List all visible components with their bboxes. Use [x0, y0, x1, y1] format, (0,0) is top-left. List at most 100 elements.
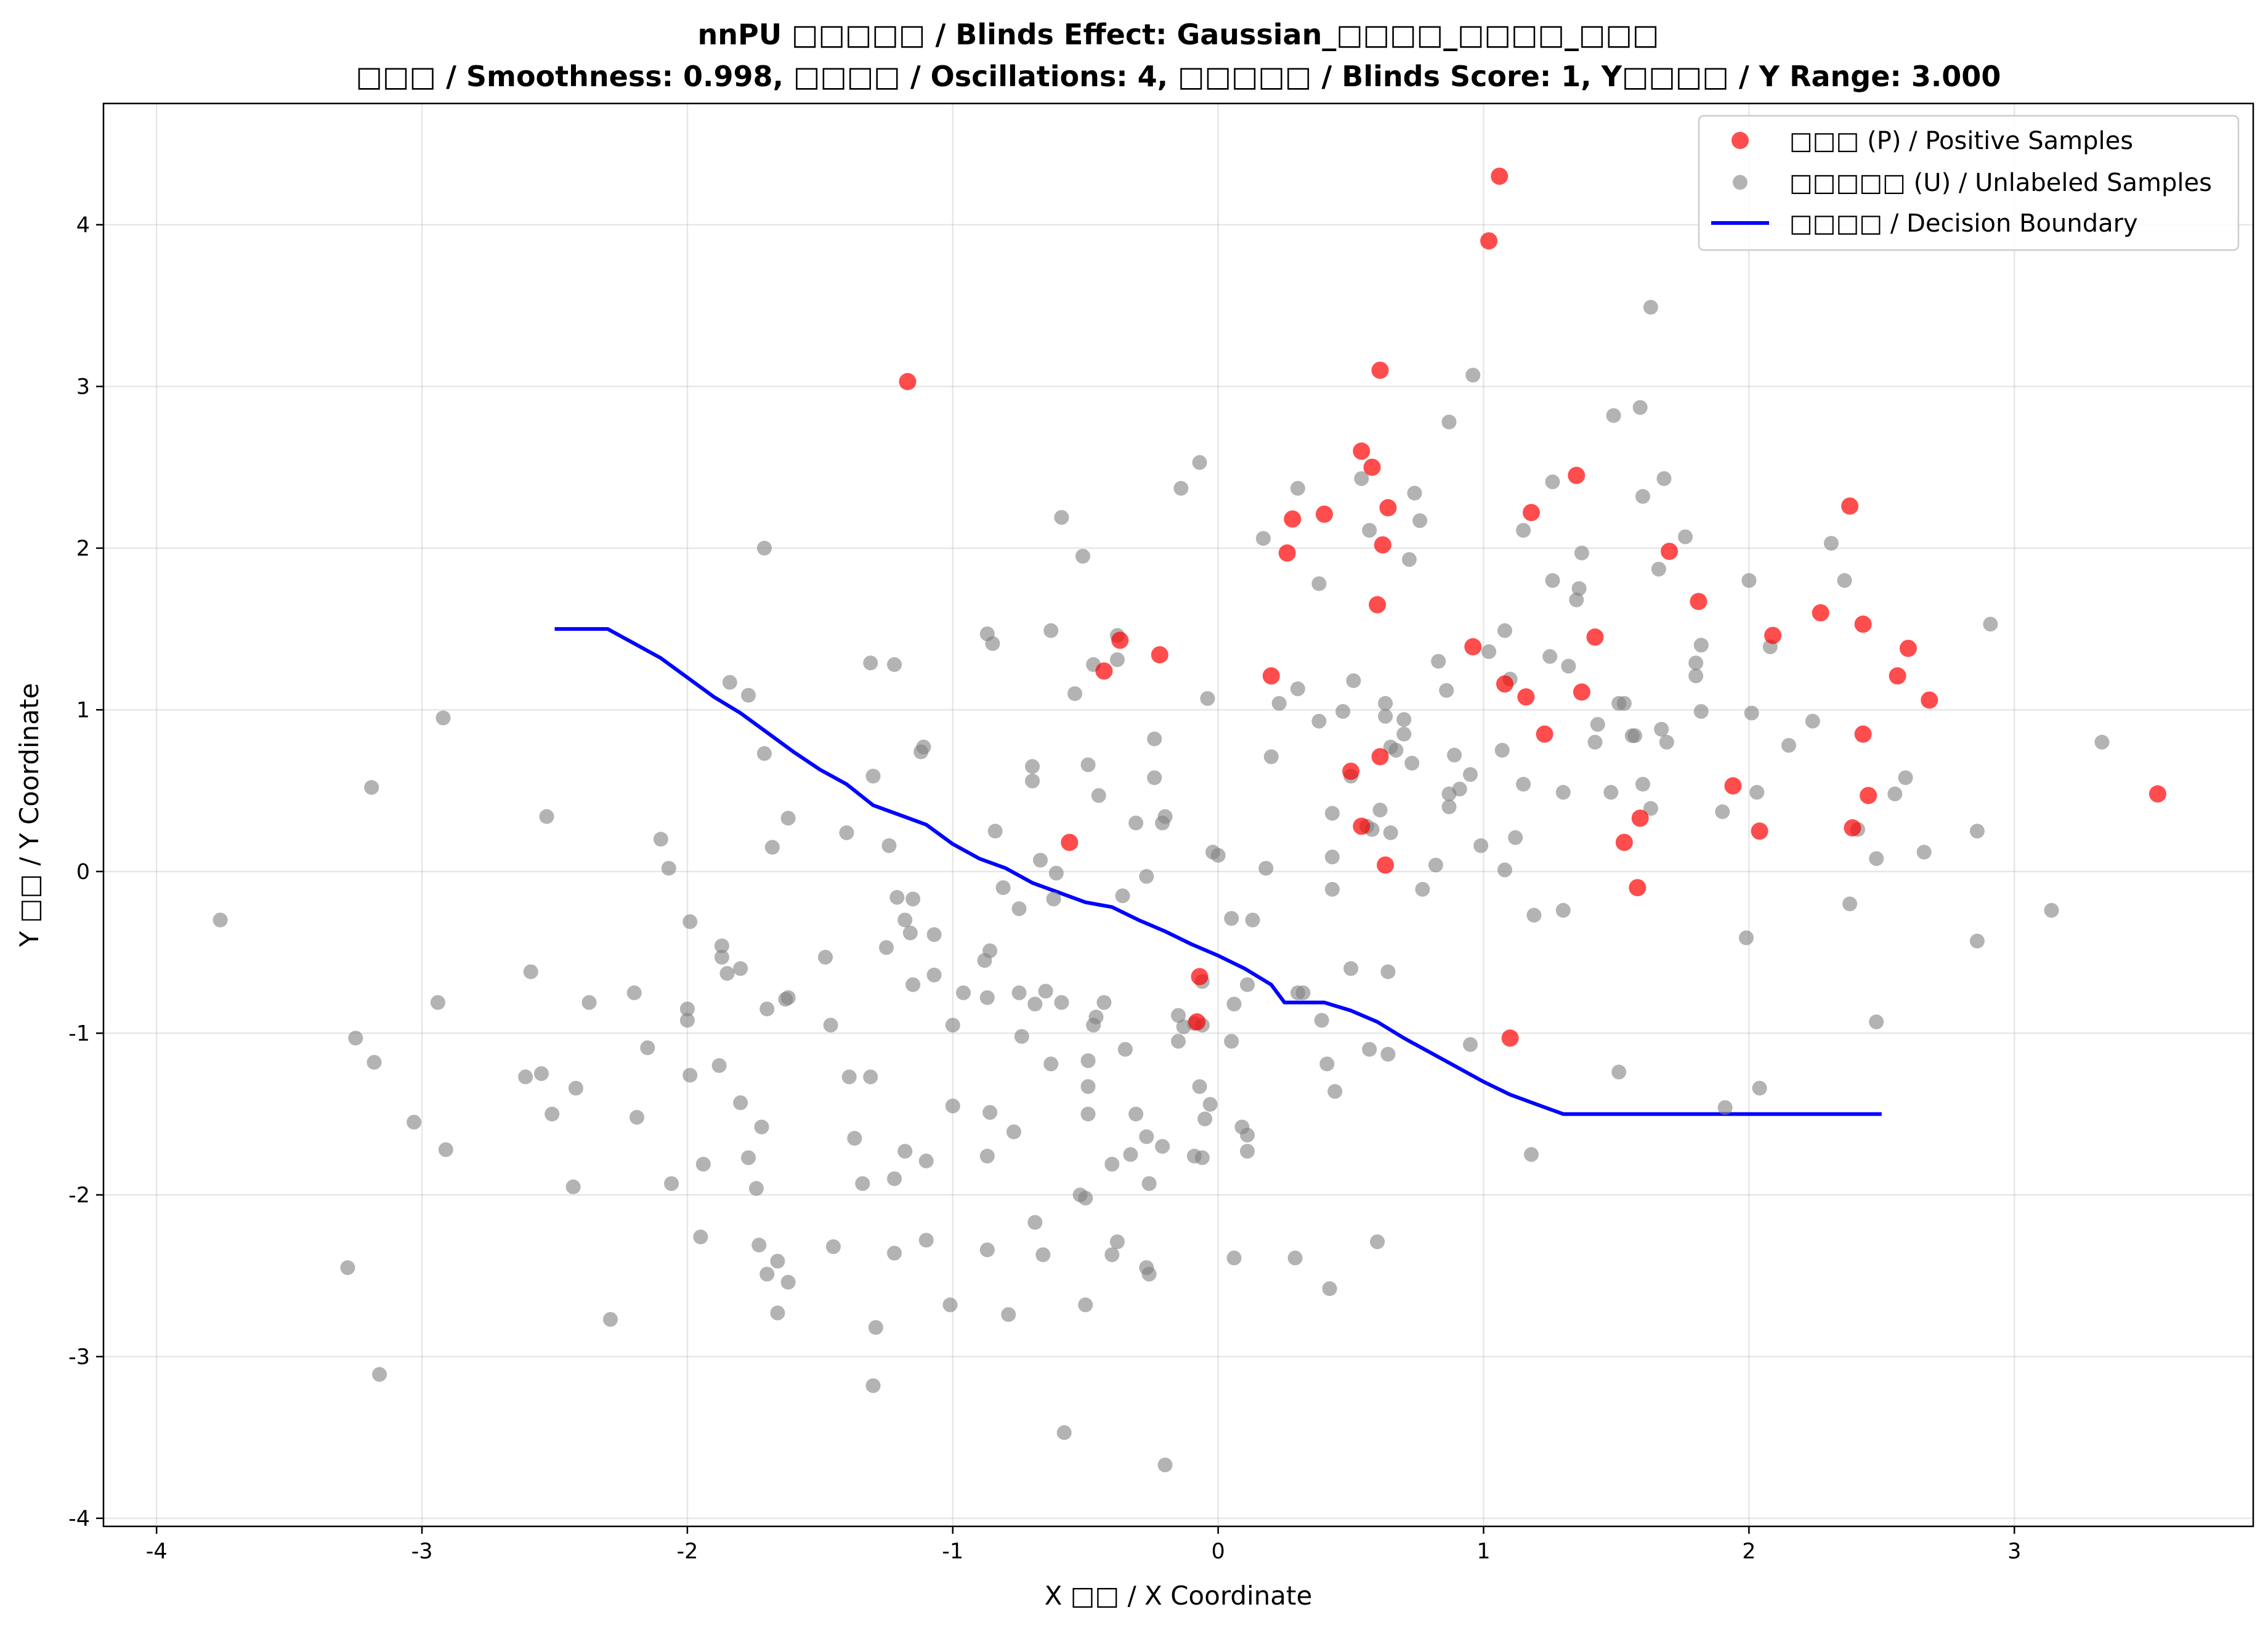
decision-boundary-layer [554, 627, 1882, 1116]
unlabeled-sample-point [1025, 759, 1040, 774]
positive-sample-point [2149, 785, 2166, 803]
positive-sample-point [1615, 833, 1633, 851]
unlabeled-sample-point [1080, 1053, 1096, 1068]
unlabeled-sample-point [756, 540, 772, 556]
unlabeled-sample-point [1516, 777, 1531, 792]
positive-sample-point [1899, 639, 1917, 657]
unlabeled-sample-point [1635, 777, 1650, 792]
unlabeled-sample-point [887, 1171, 902, 1186]
unlabeled-sample-point [1056, 1425, 1072, 1440]
x-tick-label: -4 [146, 1539, 168, 1564]
unlabeled-sample-point [977, 953, 992, 968]
unlabeled-sample-point [1287, 1250, 1303, 1266]
unlabeled-sample-point [1311, 576, 1327, 591]
unlabeled-sample-point [1383, 825, 1398, 840]
unlabeled-sample-point [1378, 708, 1393, 724]
unlabeled-sample-point [603, 1312, 618, 1327]
unlabeled-sample-point [1654, 721, 1669, 737]
unlabeled-sample-point [372, 1367, 387, 1382]
unlabeled-sample-point [1104, 1247, 1120, 1262]
legend-label-positive: □□□ (P) / Positive Samples [1789, 127, 2133, 155]
unlabeled-sample-point [1916, 844, 1932, 860]
unlabeled-sample-point [695, 1157, 711, 1172]
unlabeled-sample-point [1324, 849, 1340, 865]
unlabeled-sample-point [1969, 933, 1985, 949]
positive-sample-point [1496, 675, 1513, 693]
unlabeled-sample-point [1035, 1247, 1051, 1262]
positive-sample-point [1480, 232, 1498, 250]
unlabeled-sample-point [1354, 471, 1369, 486]
positive-sample-point [1061, 833, 1079, 851]
x-axis-label: X □□ / X Coordinate [1045, 1581, 1313, 1611]
unlabeled-sample-point [1441, 799, 1457, 814]
unlabeled-sample-point [1173, 480, 1189, 496]
unlabeled-sample-point [759, 1266, 775, 1282]
unlabeled-sample-point [1327, 1083, 1343, 1099]
unlabeled-sample-point [855, 1176, 870, 1191]
unlabeled-sample-point [754, 1119, 769, 1135]
unlabeled-sample-point [1869, 1014, 1884, 1029]
positive-sample-point [1374, 536, 1391, 554]
unlabeled-sample-point [1091, 788, 1106, 803]
positive-sample-point [1278, 544, 1296, 562]
unlabeled-sample-point [1404, 756, 1420, 771]
positive-sample-point [1191, 968, 1209, 986]
decision-boundary-line [554, 627, 1882, 1116]
unlabeled-sample-point [1155, 816, 1170, 831]
positive-sample-point [1371, 748, 1389, 766]
legend: □□□ (P) / Positive Samples □□□□□ (U) / U… [1698, 115, 2240, 251]
points-layer [213, 168, 2166, 1473]
chart-subtitle: □□□ / Smoothness: 0.998, □□□□ / Oscillat… [356, 60, 2001, 93]
unlabeled-sample-point [733, 961, 748, 976]
unlabeled-sample-point [1463, 1037, 1478, 1052]
legend-marker-unlabeled [1733, 175, 1748, 190]
unlabeled-sample-point [568, 1080, 583, 1096]
unlabeled-sample-point [679, 1002, 695, 1016]
positive-sample-point [1501, 1029, 1519, 1047]
unlabeled-sample-point [1508, 830, 1523, 845]
unlabeled-sample-point [1465, 368, 1481, 383]
positive-sample-point [1188, 1013, 1206, 1031]
unlabeled-sample-point [1741, 573, 1757, 588]
positive-sample-point [1573, 683, 1590, 701]
unlabeled-sample-point [664, 1176, 679, 1191]
chart-title: nnPU □□□□□ / Blinds Effect: Gaussian_□□□… [698, 18, 1659, 51]
unlabeled-sample-point [1632, 400, 1648, 415]
positive-sample-point [1523, 504, 1540, 522]
unlabeled-sample-point [1388, 743, 1404, 758]
unlabeled-sample-point [1001, 1307, 1016, 1322]
unlabeled-sample-point [1224, 911, 1239, 926]
unlabeled-sample-point [1678, 529, 1693, 545]
unlabeled-sample-point [839, 825, 854, 840]
unlabeled-sample-point [1025, 773, 1040, 788]
unlabeled-sample-point [1526, 907, 1542, 923]
positive-sample-point [1854, 615, 1872, 633]
unlabeled-sample-point [693, 1229, 708, 1245]
unlabeled-sample-point [1006, 1124, 1021, 1140]
unlabeled-sample-point [985, 636, 1000, 651]
unlabeled-sample-point [533, 1066, 549, 1081]
unlabeled-sample-point [1192, 1079, 1207, 1094]
unlabeled-sample-point [995, 880, 1011, 896]
positive-sample-point [899, 373, 917, 391]
positive-sample-point [1111, 631, 1129, 649]
unlabeled-sample-point [1139, 1129, 1154, 1144]
unlabeled-sample-point [905, 977, 921, 992]
x-tick-label: 1 [1476, 1539, 1490, 1564]
unlabeled-sample-point [1171, 1008, 1186, 1023]
unlabeled-sample-point [751, 1237, 767, 1253]
unlabeled-sample-point [1123, 1147, 1138, 1162]
unlabeled-sample-point [1555, 902, 1571, 918]
unlabeled-sample-point [1561, 658, 1576, 674]
positive-sample-point [1568, 466, 1586, 484]
unlabeled-sample-point [1139, 869, 1154, 884]
unlabeled-sample-point [722, 674, 737, 690]
positive-sample-point [1854, 725, 1872, 743]
unlabeled-sample-point [518, 1069, 533, 1085]
unlabeled-sample-point [1587, 734, 1603, 750]
unlabeled-sample-point [1210, 848, 1226, 863]
unlabeled-sample-point [653, 832, 668, 847]
unlabeled-sample-point [778, 992, 793, 1007]
unlabeled-sample-point [1370, 1234, 1385, 1249]
unlabeled-sample-point [1086, 1018, 1101, 1033]
